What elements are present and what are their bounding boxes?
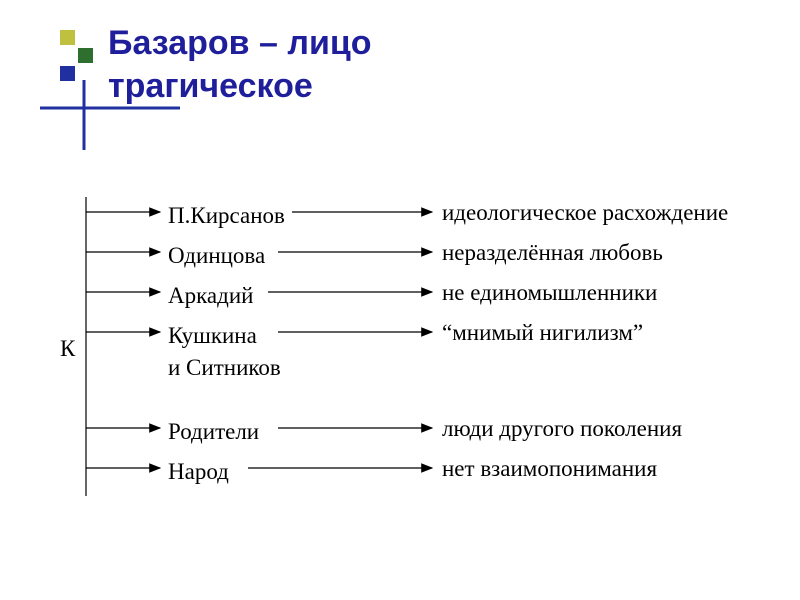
relation-label: нет взаимопонимания	[442, 456, 657, 482]
character-name: П.Кирсанов	[168, 200, 285, 232]
diagram-root: К	[60, 336, 75, 362]
character-name: Одинцова	[168, 240, 265, 272]
character-name: Народ	[168, 456, 229, 488]
diagram: К П.Кирсанов идеологическое расхождение Оди…	[60, 188, 760, 538]
relation-label: идеологическое расхождение	[442, 200, 728, 226]
relation-label: неразделённая любовь	[442, 240, 663, 266]
relation-label: люди другого поколения	[442, 416, 682, 442]
character-name: Кушкина и Ситников	[168, 320, 281, 384]
title-bullet	[60, 30, 106, 110]
character-name: Родители	[168, 416, 259, 448]
relation-label: не единомышленники	[442, 280, 657, 306]
slide-title: Базаров – лицо трагическое	[108, 22, 372, 107]
relation-label: “мнимый нигилизм”	[442, 320, 643, 346]
character-name: Аркадий	[168, 280, 253, 312]
